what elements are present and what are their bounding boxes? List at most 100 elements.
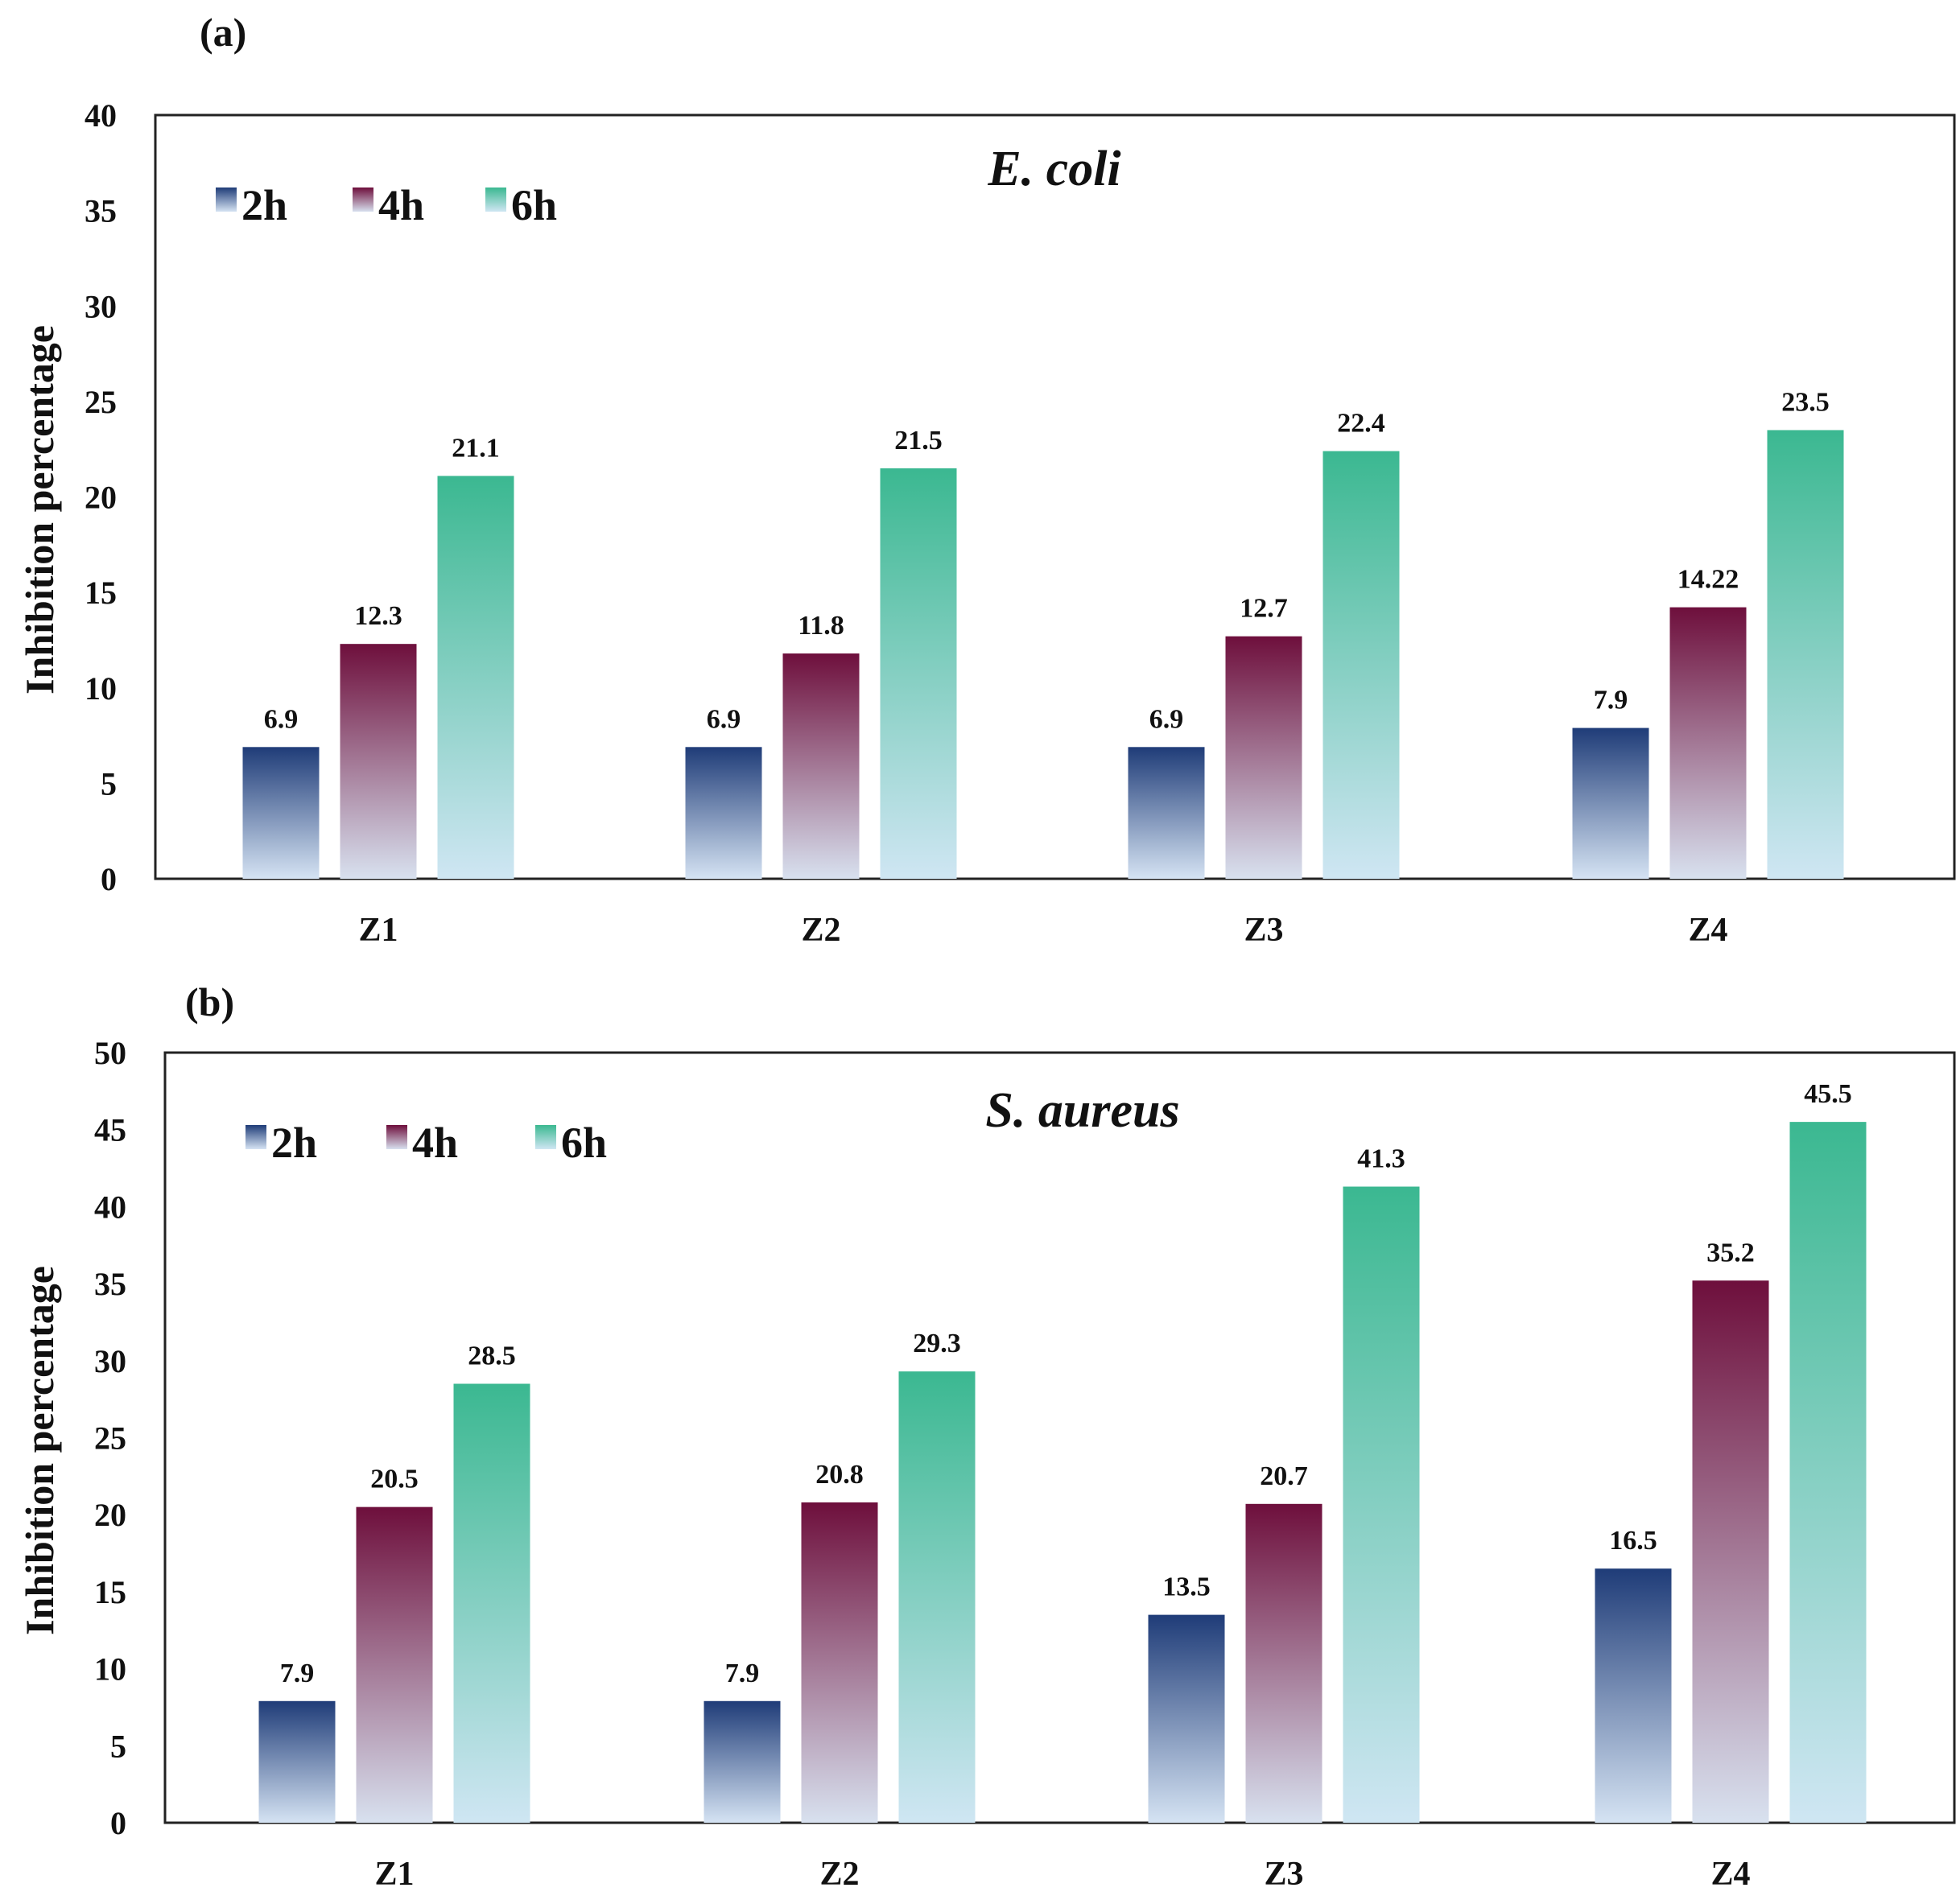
data-label-z2-4h: 11.8 bbox=[798, 611, 844, 641]
legend-swatch-4h bbox=[353, 188, 373, 212]
legend-swatch-4h bbox=[386, 1125, 407, 1149]
data-label-z3-4h: 20.7 bbox=[1260, 1461, 1308, 1491]
y-tick-label: 15 bbox=[94, 1574, 126, 1610]
y-tick-label: 45 bbox=[94, 1112, 126, 1148]
y-tick-label: 50 bbox=[94, 1035, 126, 1071]
y-tick-label: 30 bbox=[94, 1343, 126, 1379]
x-category-label-z4: Z4 bbox=[1688, 912, 1727, 949]
data-label-z4-6h: 23.5 bbox=[1781, 387, 1830, 417]
y-tick-label: 25 bbox=[85, 384, 117, 420]
data-label-z1-6h: 28.5 bbox=[468, 1342, 516, 1371]
data-label-z1-4h: 20.5 bbox=[370, 1465, 419, 1494]
x-category-label-z4: Z4 bbox=[1710, 1856, 1750, 1893]
bar-z2-4h bbox=[782, 653, 860, 879]
legend-item-4h: 4h bbox=[386, 1119, 458, 1167]
y-tick-label: 10 bbox=[94, 1651, 126, 1688]
bar-z2-4h bbox=[801, 1502, 878, 1823]
data-label-z1-6h: 21.1 bbox=[452, 433, 500, 463]
legend-label-6h: 6h bbox=[511, 181, 557, 229]
bar-z3-4h bbox=[1225, 636, 1302, 879]
panel-letter: (b) bbox=[185, 979, 234, 1024]
x-category-label-z2: Z2 bbox=[819, 1856, 859, 1893]
chart-title: E. coli bbox=[987, 142, 1120, 196]
panel-letter: (a) bbox=[200, 10, 246, 55]
data-label-z2-2h: 6.9 bbox=[707, 704, 741, 734]
y-tick-label: 10 bbox=[85, 670, 117, 707]
y-tick-label: 35 bbox=[94, 1266, 126, 1302]
y-tick-label: 0 bbox=[110, 1805, 126, 1841]
y-tick-label: 5 bbox=[110, 1728, 126, 1764]
data-label-z1-2h: 6.9 bbox=[264, 704, 299, 734]
bar-z3-2h bbox=[1148, 1614, 1225, 1823]
data-label-z2-6h: 21.5 bbox=[894, 426, 943, 455]
x-category-label-z2: Z2 bbox=[801, 912, 840, 949]
y-tick-label: 20 bbox=[94, 1497, 126, 1533]
legend-label-2h: 2h bbox=[241, 181, 287, 229]
legend-item-6h: 6h bbox=[535, 1119, 607, 1167]
legend-label-4h: 4h bbox=[412, 1119, 458, 1167]
plot-area-frame bbox=[163, 1051, 1956, 1824]
bar-z4-2h bbox=[1572, 727, 1649, 879]
y-tick-label: 0 bbox=[101, 861, 117, 897]
y-tick-label: 30 bbox=[85, 288, 117, 324]
data-label-z2-4h: 20.8 bbox=[815, 1460, 864, 1490]
legend-swatch-2h bbox=[216, 188, 237, 212]
y-tick-label: 35 bbox=[85, 193, 117, 229]
bar-z1-6h bbox=[453, 1383, 530, 1823]
data-label-z4-6h: 45.5 bbox=[1804, 1079, 1852, 1109]
bar-z1-4h bbox=[340, 644, 417, 879]
y-tick-label: 40 bbox=[85, 97, 117, 134]
y-tick-label: 5 bbox=[101, 765, 117, 802]
legend-item-6h: 6h bbox=[485, 181, 557, 229]
chart-title: S. aureus bbox=[985, 1083, 1179, 1138]
data-label-z1-4h: 12.3 bbox=[354, 601, 402, 631]
x-category-label-z3: Z3 bbox=[1264, 1856, 1303, 1893]
bar-z1-4h bbox=[356, 1506, 433, 1823]
data-label-z4-2h: 16.5 bbox=[1609, 1526, 1657, 1556]
bar-z2-6h bbox=[898, 1371, 976, 1823]
legend-item-2h: 2h bbox=[246, 1119, 317, 1167]
data-label-z4-4h: 14.22 bbox=[1677, 565, 1739, 595]
data-label-z4-4h: 35.2 bbox=[1706, 1238, 1755, 1267]
y-axis-label: Inhibition percentage bbox=[17, 325, 62, 694]
bar-z4-6h bbox=[1767, 430, 1844, 879]
data-label-z3-6h: 41.3 bbox=[1357, 1144, 1405, 1174]
data-label-z3-2h: 13.5 bbox=[1162, 1572, 1211, 1602]
bar-z4-4h bbox=[1669, 607, 1747, 879]
bar-z3-6h bbox=[1322, 451, 1400, 879]
legend-item-2h: 2h bbox=[216, 181, 287, 229]
y-tick-label: 20 bbox=[85, 480, 117, 516]
bar-z3-6h bbox=[1343, 1186, 1420, 1823]
data-label-z3-4h: 12.7 bbox=[1240, 594, 1288, 624]
legend-swatch-6h bbox=[535, 1125, 556, 1149]
bar-z1-6h bbox=[437, 476, 514, 879]
y-tick-label: 25 bbox=[94, 1420, 126, 1457]
data-label-z2-2h: 7.9 bbox=[725, 1659, 760, 1688]
data-label-z3-6h: 22.4 bbox=[1337, 409, 1385, 439]
data-label-z3-2h: 6.9 bbox=[1149, 704, 1184, 734]
bar-z4-6h bbox=[1789, 1122, 1867, 1823]
bar-z2-6h bbox=[880, 468, 957, 879]
legend-item-4h: 4h bbox=[353, 181, 424, 229]
data-label-z2-6h: 29.3 bbox=[913, 1329, 961, 1358]
legend-label-4h: 4h bbox=[378, 181, 424, 229]
x-category-label-z3: Z3 bbox=[1244, 912, 1283, 949]
y-tick-label: 40 bbox=[94, 1189, 126, 1225]
data-label-z1-2h: 7.9 bbox=[280, 1659, 315, 1688]
plot-area-frame bbox=[154, 113, 1956, 880]
y-axis-label: Inhibition percentage bbox=[17, 1266, 62, 1635]
bar-z3-4h bbox=[1245, 1503, 1322, 1823]
bar-z4-2h bbox=[1595, 1568, 1672, 1823]
legend-label-2h: 2h bbox=[271, 1119, 317, 1167]
bar-z2-2h bbox=[685, 747, 762, 879]
legend-label-6h: 6h bbox=[561, 1119, 607, 1167]
legend-swatch-6h bbox=[485, 188, 506, 212]
bar-z2-2h bbox=[704, 1700, 781, 1823]
bar-z4-4h bbox=[1692, 1280, 1769, 1823]
y-tick-label: 15 bbox=[85, 575, 117, 611]
chart-panel-s-aureus: (b) 0 5 10 15 20 25 30 35 40 45 50 Inhibition percen… bbox=[17, 979, 1956, 1893]
legend-swatch-2h bbox=[246, 1125, 266, 1149]
x-category-label-z1: Z1 bbox=[358, 912, 398, 949]
data-label-z4-2h: 7.9 bbox=[1594, 686, 1628, 715]
